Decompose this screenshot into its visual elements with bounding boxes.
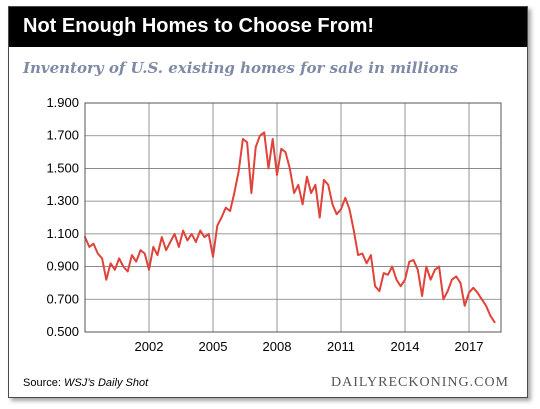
- brand-logo: DAILYRECKONING.COM: [331, 375, 509, 390]
- y-tick-label: 0.700: [46, 291, 79, 306]
- chart-subtitle: Inventory of U.S. existing homes for sal…: [23, 59, 459, 77]
- x-axis-tick-labels: 2002 2005 2008 2011 2014 2017: [135, 339, 484, 354]
- chart-frame: Not Enough Homes to Choose From! Invento…: [8, 6, 528, 398]
- source-note: Source: WSJ’s Daily Shot: [23, 377, 148, 389]
- title-bar: Not Enough Homes to Choose From!: [9, 7, 527, 47]
- x-tick-label: 2002: [135, 339, 164, 354]
- line-chart: 0.500 0.700 0.900 1.100 1.300 1.500 1.700 1.900…: [46, 95, 502, 354]
- chart-title: Not Enough Homes to Choose From!: [23, 15, 375, 37]
- y-tick-label: 0.500: [46, 324, 79, 339]
- x-tick-label: 2014: [391, 339, 420, 354]
- y-tick-label: 0.900: [46, 259, 79, 274]
- source-name: WSJ’s Daily Shot: [63, 377, 149, 389]
- series-layer: [84, 131, 496, 324]
- y-tick-label: 1.700: [46, 128, 79, 143]
- x-tick-label: 2005: [199, 339, 228, 354]
- y-tick-label: 1.300: [46, 193, 79, 208]
- plot-border: [84, 102, 502, 333]
- y-tick-label: 1.100: [46, 226, 79, 241]
- series-line: [84, 131, 496, 324]
- chart-grid: [85, 102, 501, 333]
- source-prefix: Source:: [23, 377, 64, 389]
- y-tick-label: 1.900: [46, 95, 79, 110]
- x-tick-label: 2008: [263, 339, 292, 354]
- x-tick-label: 2017: [455, 339, 484, 354]
- x-tick-label: 2011: [327, 339, 355, 354]
- y-tick-label: 1.500: [46, 160, 79, 175]
- y-axis-tick-labels: 0.500 0.700 0.900 1.100 1.300 1.500 1.700 1.900: [46, 95, 79, 339]
